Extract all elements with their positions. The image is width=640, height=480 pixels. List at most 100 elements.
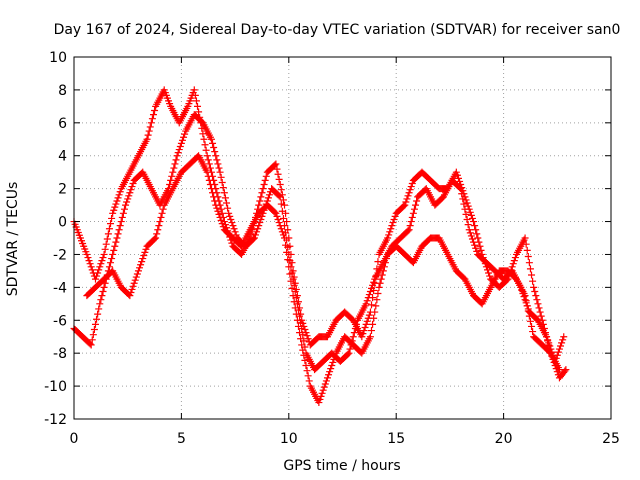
y-tick-label: -8 [53, 346, 67, 362]
data-point [367, 327, 375, 335]
y-tick-label: 6 [58, 116, 67, 132]
data-point [219, 184, 227, 192]
data-point [404, 192, 412, 200]
data-point [386, 228, 394, 236]
data-point [274, 215, 282, 223]
data-point [203, 168, 211, 176]
data-point [148, 115, 156, 123]
data-point [322, 377, 330, 385]
data-point [524, 253, 532, 261]
data-point [350, 329, 358, 337]
y-tick-label: 0 [58, 215, 67, 231]
data-point [213, 156, 221, 164]
data-point [95, 266, 103, 274]
data-point [407, 183, 415, 191]
data-point [410, 205, 418, 213]
data-point [127, 289, 135, 297]
data-point [192, 97, 200, 105]
data-point [113, 234, 121, 242]
data-point [459, 195, 467, 203]
data-point [228, 219, 236, 227]
data-point [562, 366, 570, 374]
data-point [401, 201, 409, 209]
data-point [147, 119, 155, 127]
data-point [206, 181, 214, 189]
data-point [375, 283, 383, 291]
data-point [380, 263, 388, 271]
data-point [285, 263, 293, 271]
data-point [218, 178, 226, 186]
chart-title: Day 167 of 2024, Sidereal Day-to-day VTE… [54, 22, 621, 38]
data-point [216, 213, 224, 221]
data-point [98, 257, 106, 265]
data-point [409, 209, 417, 217]
data-marks [70, 86, 570, 407]
data-point [543, 333, 551, 341]
y-axis-label: SDTVAR / TECUs [5, 182, 21, 297]
data-point [143, 135, 151, 143]
data-point [116, 222, 124, 230]
data-point [326, 368, 334, 376]
data-point [203, 152, 211, 160]
data-point [387, 225, 395, 233]
data-point [471, 222, 479, 230]
data-point [98, 292, 106, 300]
data-point [226, 212, 234, 220]
data-point [275, 192, 283, 200]
data-point [522, 240, 530, 248]
data-point [461, 205, 469, 213]
data-point [281, 201, 289, 209]
data-point [349, 333, 357, 341]
data-point [212, 201, 220, 209]
data-point [170, 164, 178, 172]
data-point [205, 160, 213, 168]
data-point [218, 220, 226, 228]
x-tick-label: 20 [495, 431, 513, 447]
data-point [181, 130, 189, 138]
data-point [154, 226, 162, 234]
data-point [467, 211, 475, 219]
data-point [125, 192, 133, 200]
data-point [258, 189, 266, 197]
data-point [473, 230, 481, 238]
data-point [474, 234, 482, 242]
data-point [300, 351, 308, 359]
data-point [110, 206, 118, 214]
data-point [377, 275, 385, 283]
data-point [202, 146, 210, 154]
data-point [525, 312, 533, 320]
data-point [531, 287, 539, 295]
data-point [224, 204, 232, 212]
data-point [140, 251, 148, 259]
data-point [472, 226, 480, 234]
x-tick-label: 25 [602, 431, 620, 447]
data-point [128, 183, 136, 191]
data-point [521, 234, 529, 242]
data-point [278, 207, 286, 215]
data-point [122, 201, 130, 209]
data-point [177, 139, 185, 147]
data-point [215, 164, 223, 172]
data-point [279, 231, 287, 239]
data-point [464, 221, 472, 229]
data-point [209, 189, 217, 197]
data-point [137, 261, 145, 269]
data-point [128, 285, 136, 293]
data-point [108, 255, 116, 263]
data-point [391, 212, 399, 220]
data-point [109, 250, 117, 258]
data-point [102, 240, 110, 248]
data-point [294, 322, 302, 330]
x-tick-label: 0 [70, 431, 79, 447]
data-point [152, 234, 160, 242]
data-point [462, 210, 470, 218]
data-point [112, 200, 120, 208]
data-point [175, 146, 183, 154]
data-point [115, 226, 123, 234]
data-point [99, 287, 107, 295]
x-tick-labels: 0 5 10 15 20 25 [70, 431, 620, 447]
data-point [525, 259, 533, 267]
data-point [142, 245, 150, 253]
data-point [403, 195, 411, 203]
data-point [97, 296, 105, 304]
